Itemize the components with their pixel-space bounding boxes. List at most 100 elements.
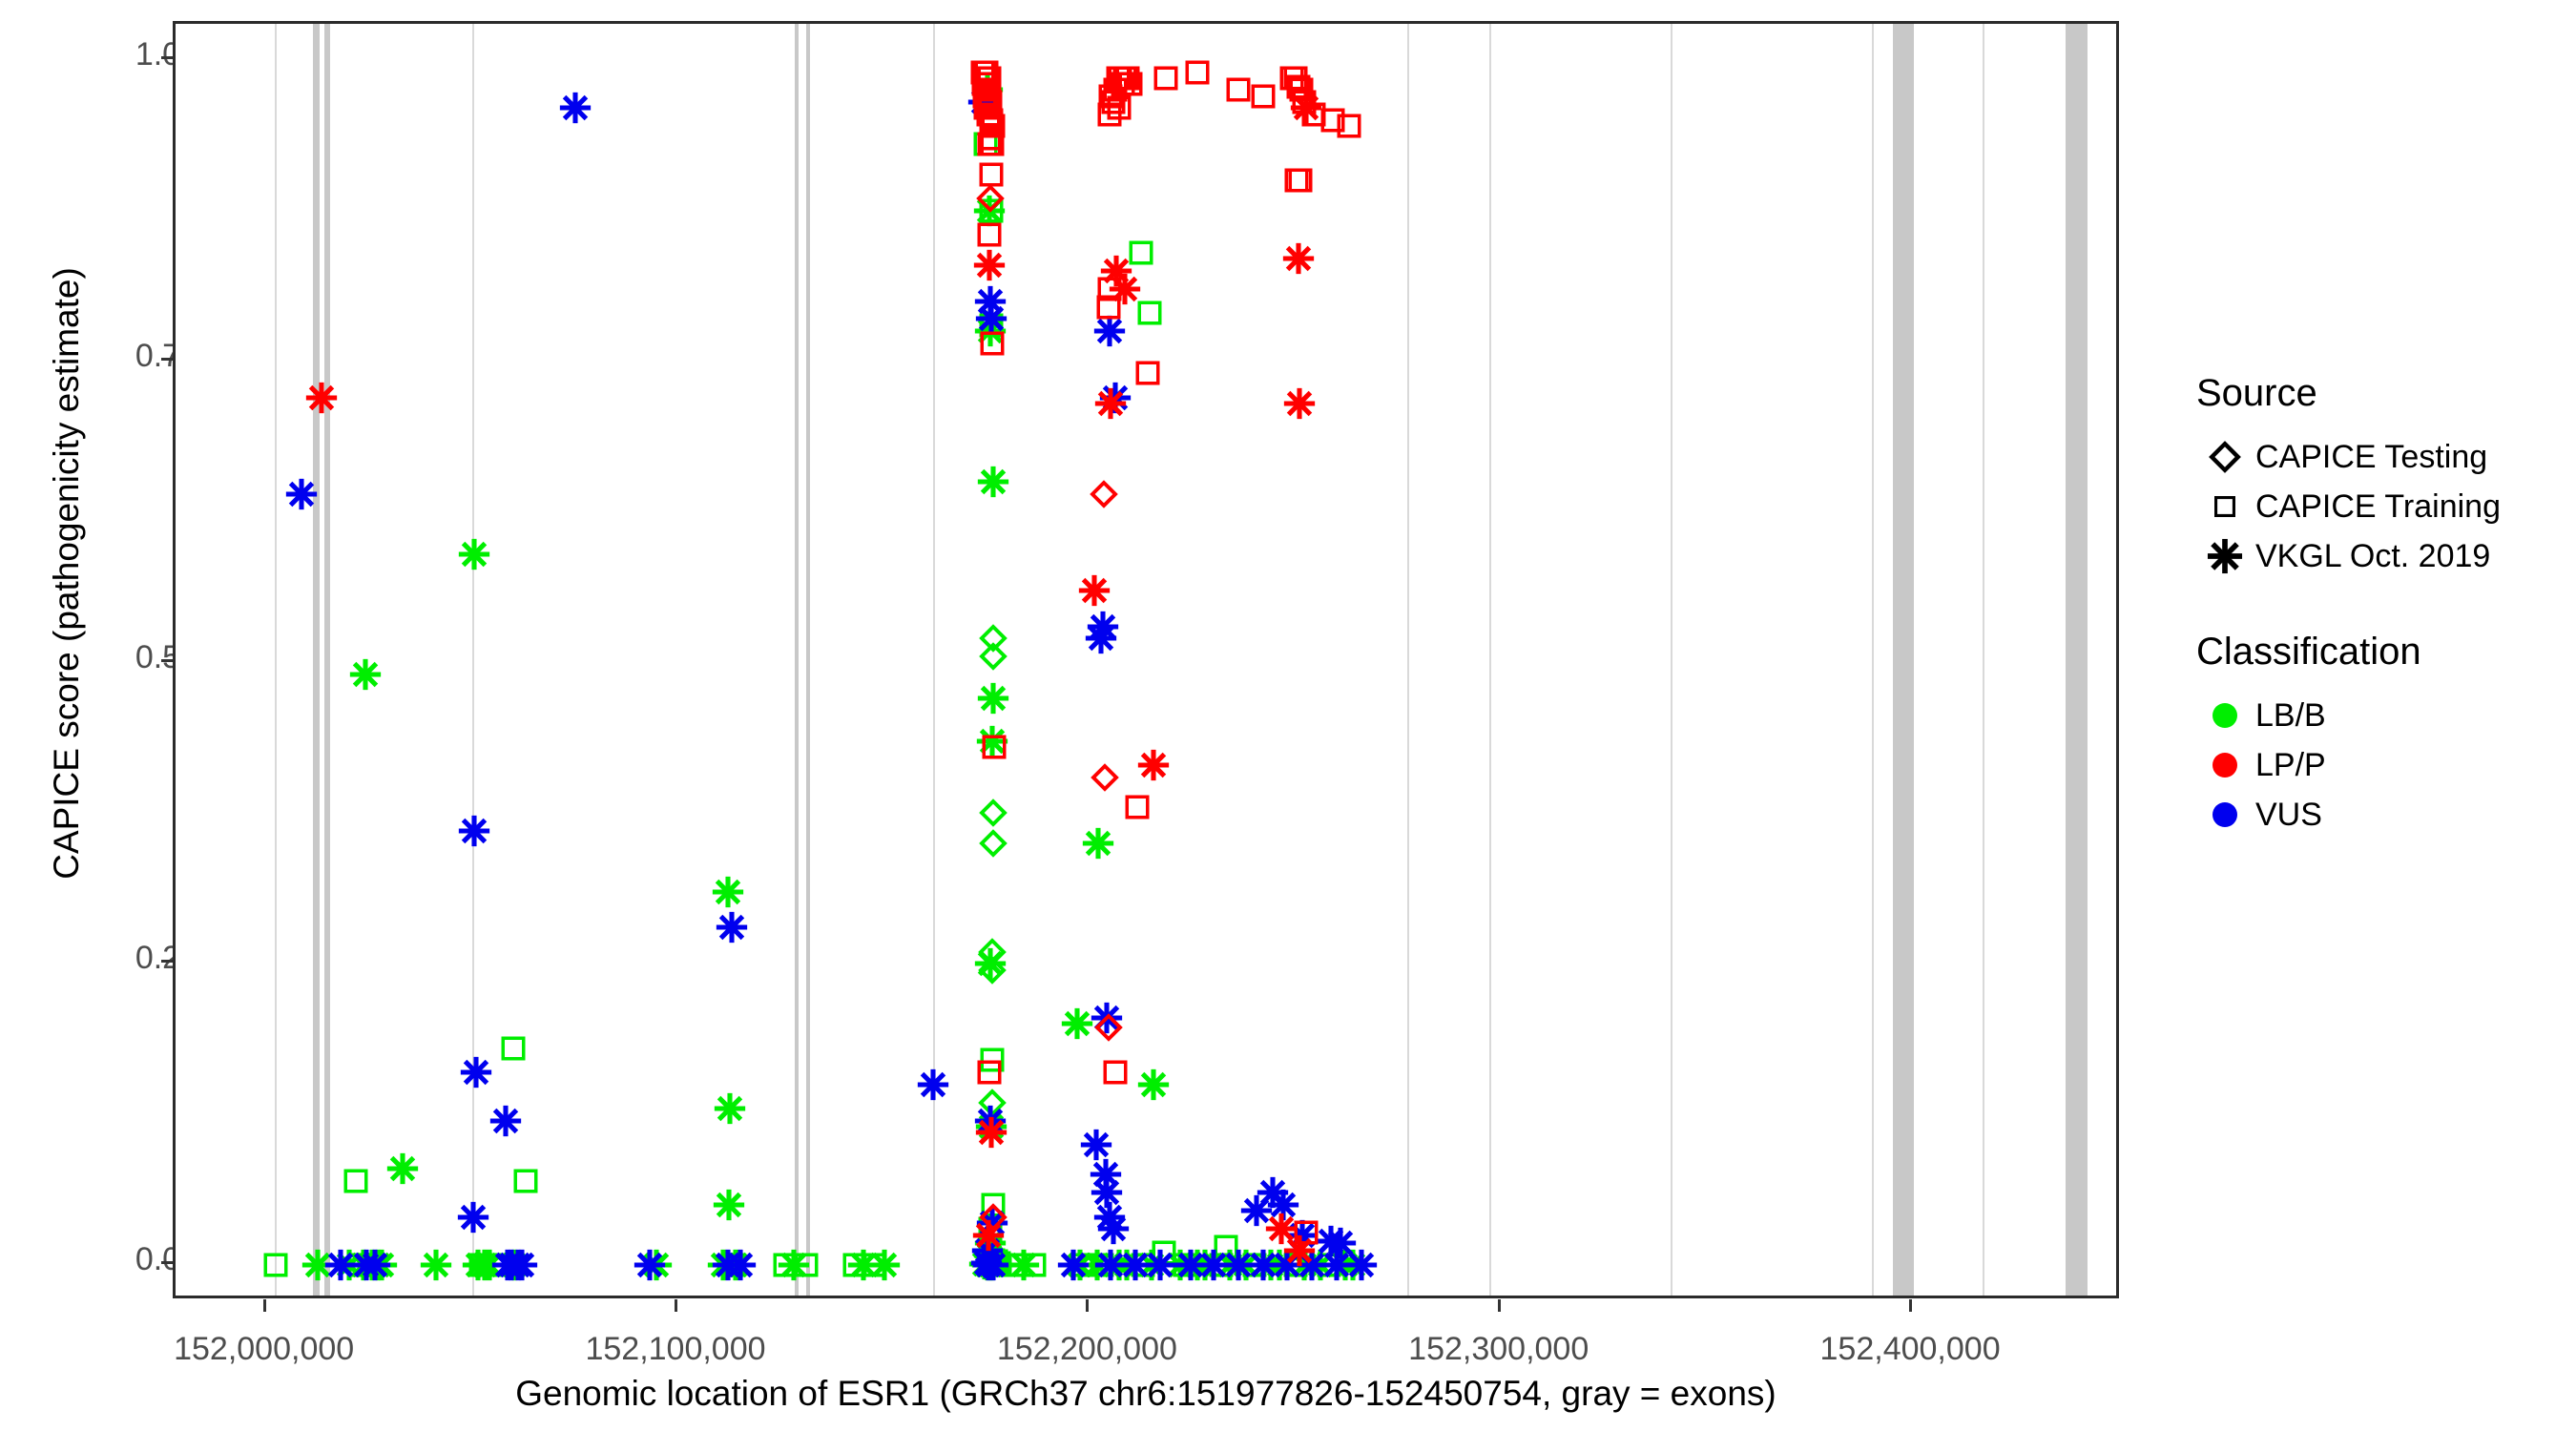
data-point [1103, 1249, 1135, 1281]
data-point [495, 1249, 528, 1281]
data-point [1090, 1253, 1115, 1278]
data-point [489, 1105, 522, 1137]
data-point [972, 1249, 1005, 1281]
data-point [305, 382, 338, 414]
data-point [973, 132, 999, 157]
data-point [977, 65, 1003, 91]
data-point [1136, 301, 1162, 326]
data-point [1278, 65, 1304, 91]
data-point [1304, 1249, 1337, 1281]
data-point [634, 1249, 666, 1281]
data-point [1090, 479, 1119, 508]
data-point [1093, 1013, 1123, 1043]
legend-item-classification[interactable]: LB/B [2194, 691, 2557, 740]
x-tick-mark [675, 1299, 677, 1312]
data-point [1283, 387, 1316, 420]
data-point [513, 1168, 539, 1193]
exon-band [323, 24, 331, 1296]
data-point [1094, 387, 1127, 420]
data-point [1078, 574, 1111, 607]
data-point [1115, 65, 1141, 91]
data-point [1255, 1249, 1287, 1281]
data-point [1085, 622, 1117, 654]
data-point [502, 1249, 534, 1281]
data-point [1112, 65, 1138, 91]
data-point [1286, 1219, 1319, 1252]
color-dot-icon [2194, 701, 2255, 730]
data-point [349, 658, 382, 691]
data-point [1091, 762, 1120, 792]
data-point [1345, 1249, 1378, 1281]
data-point [386, 1152, 419, 1185]
legend-item-source[interactable]: CAPICE Testing [2194, 432, 2557, 482]
data-point [1296, 1249, 1328, 1281]
data-point [1225, 77, 1251, 103]
data-point [359, 1249, 391, 1281]
gridline [1871, 24, 1874, 1296]
legend-title-classification: Classification [2196, 631, 2421, 673]
data-point [347, 1253, 373, 1278]
data-point [716, 911, 748, 944]
data-point [982, 734, 1008, 759]
data-point [1096, 101, 1122, 127]
data-point [1174, 1249, 1207, 1281]
y-tick-mark [161, 1261, 173, 1265]
legend-item-classification[interactable]: LP/P [2194, 740, 2557, 790]
data-point [1240, 1194, 1273, 1227]
x-tick-label: 152,400,000 [1819, 1331, 2001, 1367]
data-point [981, 1248, 1007, 1274]
data-point [1316, 1253, 1341, 1278]
legend-label: CAPICE Testing [2255, 438, 2488, 475]
data-point [975, 1116, 1008, 1149]
data-point [1324, 1227, 1357, 1259]
legend-item-source[interactable]: CAPICE Training [2194, 482, 2557, 531]
data-point [980, 1192, 1006, 1217]
data-point [1097, 83, 1123, 109]
data-point [983, 1253, 1008, 1278]
y-tick-mark [161, 55, 173, 59]
data-point [974, 285, 1007, 318]
data-point [1181, 1249, 1214, 1281]
legend-item-classification[interactable]: VUS [2194, 790, 2557, 840]
data-point [1263, 1249, 1296, 1281]
legend-item-source[interactable]: VKGL Oct. 2019 [2194, 531, 2557, 581]
data-point [1070, 1253, 1096, 1278]
legend-title-source: Source [2196, 372, 2317, 414]
data-point [971, 59, 997, 85]
data-point [712, 876, 744, 908]
data-point [488, 1253, 514, 1278]
data-point [980, 330, 1006, 356]
x-tick-label: 152,000,000 [174, 1331, 355, 1367]
data-point [978, 1216, 1004, 1242]
data-point [1131, 1253, 1156, 1278]
data-point [1271, 1249, 1303, 1281]
data-point [1293, 1219, 1319, 1245]
data-point [713, 1189, 745, 1221]
data-point [501, 1035, 527, 1061]
data-point [974, 1249, 1007, 1281]
data-point [978, 624, 1008, 653]
data-point [975, 101, 1001, 127]
data-point [1265, 1213, 1298, 1245]
square-icon [2194, 495, 2255, 518]
data-point [977, 466, 1009, 498]
data-point [420, 1249, 452, 1281]
y-tick-mark [161, 658, 173, 662]
data-point [473, 1249, 506, 1281]
data-point [1091, 1002, 1123, 1034]
data-point [975, 184, 1005, 213]
data-point [974, 947, 1007, 980]
data-point [1105, 65, 1131, 91]
x-axis-label: Genomic location of ESR1 (GRCh37 chr6:15… [515, 1374, 1776, 1413]
data-point [973, 195, 1006, 227]
legend: Source CAPICE Testing CAPICE Training VKGL… [2194, 372, 2557, 840]
data-point [1134, 361, 1160, 386]
data-point [1222, 1249, 1255, 1281]
data-point [971, 83, 997, 109]
gridline [1488, 24, 1491, 1296]
data-point [1097, 276, 1123, 301]
exon-band [805, 24, 810, 1296]
data-point [968, 1248, 1001, 1280]
data-point [974, 1227, 1007, 1259]
color-dot-icon [2194, 751, 2255, 779]
